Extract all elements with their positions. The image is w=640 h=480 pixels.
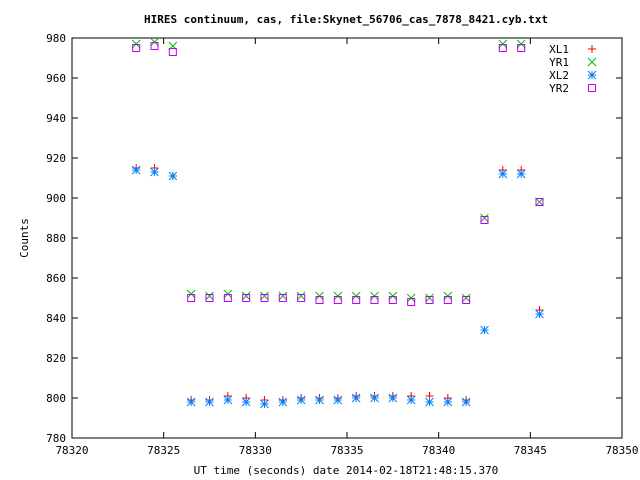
data-point xyxy=(370,296,379,304)
y-tick-label: 860 xyxy=(46,272,66,285)
data-point xyxy=(407,298,416,306)
legend-marker xyxy=(588,45,596,53)
data-point xyxy=(150,42,159,50)
data-point xyxy=(388,296,397,304)
data-point xyxy=(205,397,214,407)
data-point xyxy=(461,397,471,407)
data-point xyxy=(425,296,434,304)
data-point xyxy=(425,293,434,303)
data-point xyxy=(333,296,342,304)
data-point xyxy=(297,294,306,302)
data-point xyxy=(535,197,544,207)
y-tick-label: 780 xyxy=(46,432,66,445)
series-yr1 xyxy=(131,37,544,303)
data-point xyxy=(535,309,544,319)
x-tick-label: 78350 xyxy=(605,444,638,457)
data-point xyxy=(443,397,453,407)
x-tick-label: 78335 xyxy=(330,444,363,457)
data-point xyxy=(260,399,269,409)
data-point xyxy=(132,44,141,52)
data-point xyxy=(242,294,251,302)
data-point xyxy=(278,291,288,301)
chart-title: HIRES continuum, cas, file:Skynet_56706_… xyxy=(144,13,548,26)
data-point xyxy=(406,395,416,405)
data-point xyxy=(425,397,434,407)
legend-marker xyxy=(588,84,596,92)
data-point xyxy=(186,397,196,407)
legend-label: YR2 xyxy=(549,82,569,95)
y-tick-label: 900 xyxy=(46,192,66,205)
legend-marker xyxy=(587,70,597,80)
data-point xyxy=(535,198,544,206)
y-tick-label: 980 xyxy=(46,32,66,45)
data-point xyxy=(516,169,526,179)
y-tick-label: 940 xyxy=(46,112,66,125)
x-tick-label: 78320 xyxy=(55,444,88,457)
y-tick-label: 800 xyxy=(46,392,66,405)
data-point xyxy=(333,395,343,405)
data-point xyxy=(278,397,288,407)
legend-label: XL1 xyxy=(549,43,569,56)
data-point xyxy=(131,165,141,175)
data-point xyxy=(260,291,269,301)
data-point xyxy=(462,296,471,304)
data-point xyxy=(205,294,214,302)
data-point xyxy=(278,294,287,302)
data-point xyxy=(241,397,251,407)
y-tick-label: 880 xyxy=(46,232,66,245)
data-point xyxy=(315,395,324,405)
data-point xyxy=(517,44,526,52)
y-tick-label: 960 xyxy=(46,72,66,85)
data-point xyxy=(351,393,361,403)
data-point xyxy=(168,171,178,181)
y-axis: 780 800 820 840 860 880 900 920 940 960 980 xyxy=(46,32,622,445)
y-axis-label: Counts xyxy=(18,218,31,258)
series-xl1 xyxy=(132,164,544,404)
plot-frame xyxy=(71,37,623,439)
data-point xyxy=(443,296,452,304)
legend-label: YR1 xyxy=(549,56,569,69)
data-point xyxy=(223,395,233,405)
data-point xyxy=(461,293,471,303)
data-point xyxy=(223,294,232,302)
x-tick-label: 78330 xyxy=(239,444,272,457)
x-tick-label: 78325 xyxy=(147,444,180,457)
data-point xyxy=(388,393,398,403)
data-point xyxy=(315,296,324,304)
data-point xyxy=(498,169,508,179)
x-axis: 78320 78325 78330 78335 78340 78345 78350 xyxy=(55,38,639,457)
x-tick-label: 78340 xyxy=(422,444,455,457)
x-axis-label: UT time (seconds) date 2014-02-18T21:48:… xyxy=(194,464,499,477)
data-point xyxy=(498,44,507,52)
data-point xyxy=(205,291,214,301)
legend-marker xyxy=(587,57,597,67)
y-tick-label: 840 xyxy=(46,312,66,325)
data-point xyxy=(370,393,379,403)
y-tick-label: 920 xyxy=(46,152,66,165)
data-point xyxy=(480,213,489,223)
y-tick-label: 820 xyxy=(46,352,66,365)
legend-label: XL2 xyxy=(549,69,569,82)
data-point xyxy=(480,216,489,224)
data-point xyxy=(187,294,196,302)
data-point xyxy=(241,291,251,301)
data-point xyxy=(480,325,489,335)
data-point xyxy=(260,294,269,302)
data-point xyxy=(150,167,159,177)
data-point xyxy=(296,395,306,405)
data-point xyxy=(296,291,306,301)
data-point xyxy=(168,48,177,56)
series-xl2 xyxy=(131,165,544,409)
data-point xyxy=(352,296,361,304)
x-tick-label: 78345 xyxy=(514,444,547,457)
data-points xyxy=(131,37,544,409)
series-yr2 xyxy=(132,42,544,306)
